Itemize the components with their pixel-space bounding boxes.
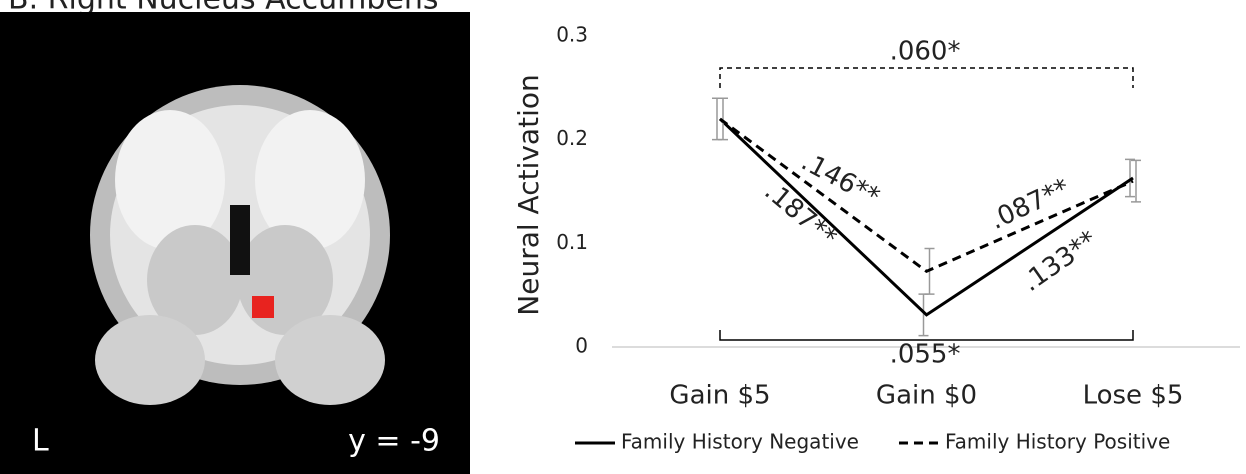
annotation: .133** bbox=[1017, 225, 1103, 298]
page: {"title": "B. Right Nucleus Accumbens", … bbox=[0, 0, 1246, 474]
bracket bbox=[720, 68, 1133, 88]
y-tick-label: 0 bbox=[575, 334, 588, 358]
annotation: .060* bbox=[890, 37, 961, 67]
y-tick-label: 0.2 bbox=[556, 126, 588, 150]
x-tick-label: Gain $5 bbox=[669, 381, 770, 411]
error-bar bbox=[1125, 159, 1135, 196]
legend-label: Family History Positive bbox=[945, 430, 1170, 454]
brain-image bbox=[0, 12, 470, 474]
figure: B. Right Nucleus Accumbens L y = -9 Neur… bbox=[0, 0, 1246, 474]
y-axis-label: Neural Activation bbox=[512, 74, 545, 315]
hemisphere-label: L bbox=[32, 424, 49, 459]
slice-label: y = -9 bbox=[348, 424, 440, 459]
x-tick-label: Gain $0 bbox=[876, 381, 977, 411]
y-tick-label: 0.3 bbox=[556, 23, 588, 47]
error-bar bbox=[718, 98, 728, 139]
annotation: .055* bbox=[890, 340, 961, 370]
x-tick-label: Lose $5 bbox=[1083, 381, 1184, 411]
y-tick-label: 0.1 bbox=[556, 230, 588, 254]
legend-label: Family History Negative bbox=[621, 430, 859, 454]
